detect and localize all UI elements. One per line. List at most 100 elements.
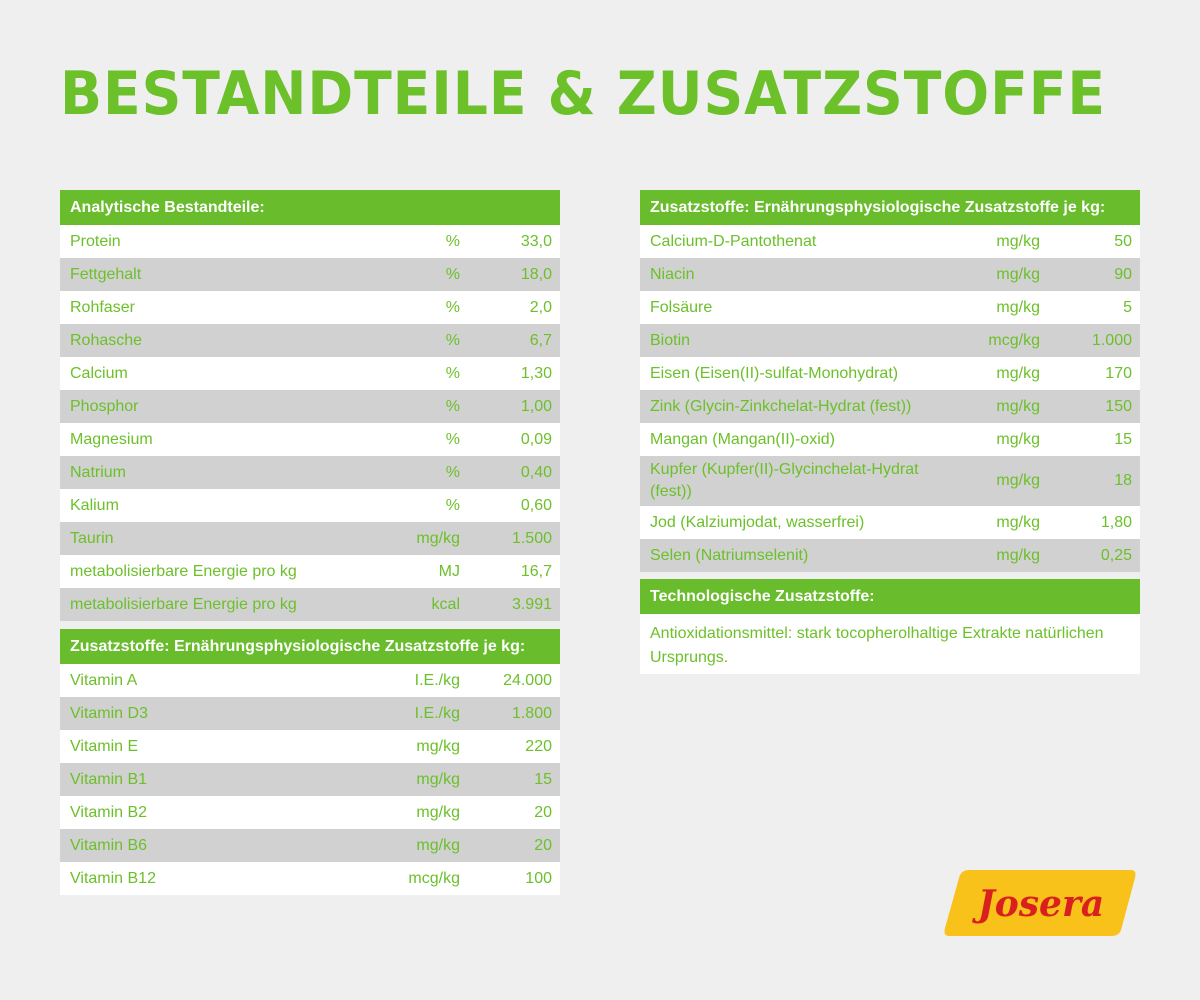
row-unit: mg/kg — [996, 364, 1040, 382]
row-name: Protein — [70, 232, 121, 250]
technological-table-header: Technologische Zusatzstoffe: — [640, 579, 1140, 614]
table-row: metabolisierbare Energie pro kg kcal 3.991 — [60, 588, 560, 621]
row-name: Biotin — [650, 331, 691, 349]
table-row: Zink (Glycin-Zinkchelat-Hydrat (fest)) mg… — [640, 390, 1140, 423]
row-value: 18 — [1114, 472, 1132, 489]
table-row: Calcium-D-Pantothenat mg/kg 50 — [640, 225, 1140, 258]
row-unit: kcal — [431, 595, 460, 613]
table-row: Taurin mg/kg 1.500 — [60, 522, 560, 555]
nutritional-table-header: Zusatzstoffe: Ernährungsphysiologische Z… — [640, 190, 1140, 225]
table-row: Jod (Kalziumjodat, wasserfrei) mg/kg 1,80 — [640, 506, 1140, 539]
table-row: Vitamin E mg/kg 220 — [60, 730, 560, 763]
row-name: Zink (Glycin-Zinkchelat-Hydrat (fest)) — [650, 397, 912, 415]
technological-text: Antioxidationsmittel: stark tocopherolha… — [640, 614, 1140, 674]
row-value: 1.800 — [511, 704, 552, 722]
row-name: Vitamin B6 — [70, 836, 148, 854]
table-row: Vitamin A I.E./kg 24.000 — [60, 664, 560, 697]
row-name: Vitamin D3 — [70, 704, 148, 722]
table-row: Vitamin D3 I.E./kg 1.800 — [60, 697, 560, 730]
table-row: Vitamin B2 mg/kg 20 — [60, 796, 560, 829]
row-name: Taurin — [70, 529, 114, 547]
row-value: 50 — [1114, 232, 1132, 250]
table-row: Kupfer (Kupfer(II)-Glycinchelat-Hydrat (… — [640, 456, 1140, 506]
row-name: Eisen (Eisen(II)-sulfat-Monohydrat) — [650, 364, 899, 382]
row-name: metabolisierbare Energie pro kg — [70, 562, 297, 580]
row-unit: % — [445, 265, 460, 283]
row-unit: mcg/kg — [988, 331, 1040, 349]
row-unit: mg/kg — [416, 836, 460, 854]
row-unit: mg/kg — [996, 298, 1040, 316]
vitamins-table: Zusatzstoffe: Ernährungsphysiologische Z… — [60, 629, 560, 895]
row-value: 16,7 — [520, 562, 552, 580]
row-value: 1.000 — [1091, 331, 1132, 349]
row-name: Calcium — [70, 364, 128, 382]
table-row: Protein% 33,0 — [60, 225, 560, 258]
nutritional-rows: Calcium-D-Pantothenat mg/kg 50 Niacin mg/kg 9… — [640, 225, 1140, 572]
row-name: Selen (Natriumselenit) — [650, 546, 809, 564]
table-row: Phosphor% 1,00 — [60, 390, 560, 423]
vitamins-table-header: Zusatzstoffe: Ernährungsphysiologische Z… — [60, 629, 560, 664]
row-value: 170 — [1105, 364, 1132, 382]
row-value: 5 — [1123, 298, 1132, 316]
row-name: Phosphor — [70, 397, 139, 415]
analytic-rows: Protein% 33,0 Fettgehalt% 18,0 Rohfaser% 2,0 R… — [60, 225, 560, 621]
row-name: Magnesium — [70, 430, 153, 448]
row-name: Calcium-D-Pantothenat — [650, 232, 817, 250]
table-row: Natrium% 0,40 — [60, 456, 560, 489]
row-name: Natrium — [70, 463, 127, 481]
row-value: 150 — [1105, 397, 1132, 415]
technological-table: Technologische Zusatzstoffe: Antioxidati… — [640, 579, 1140, 674]
row-unit: mg/kg — [996, 232, 1040, 250]
logo-wordmark: Josera — [972, 883, 1105, 925]
row-value: 2,0 — [529, 298, 552, 316]
table-row: Biotin mcg/kg 1.000 — [640, 324, 1140, 357]
row-value: 1,00 — [520, 397, 552, 415]
row-value: 15 — [1114, 430, 1132, 448]
row-unit: I.E./kg — [414, 671, 460, 689]
table-row: Rohfaser% 2,0 — [60, 291, 560, 324]
table-row: Niacin mg/kg 90 — [640, 258, 1140, 291]
row-name: Kupfer (Kupfer(II)-Glycinchelat-Hydrat (… — [650, 461, 919, 500]
row-name: Mangan (Mangan(II)-oxid) — [650, 430, 835, 448]
row-unit: % — [445, 364, 460, 382]
table-row: Vitamin B1 mg/kg 15 — [60, 763, 560, 796]
page-title: Bestandteile & Zusatzstoffe — [60, 59, 1107, 129]
row-value: 18,0 — [520, 265, 552, 283]
row-name: Vitamin B12 — [70, 869, 156, 887]
row-unit: % — [445, 496, 460, 514]
row-name: Vitamin E — [70, 737, 139, 755]
table-row: metabolisierbare Energie pro kg MJ 16,7 — [60, 555, 560, 588]
row-value: 20 — [534, 836, 552, 854]
table-row: Folsäure mg/kg 5 — [640, 291, 1140, 324]
table-row: Eisen (Eisen(II)-sulfat-Monohydrat) mg/kg… — [640, 357, 1140, 390]
row-unit: % — [445, 298, 460, 316]
row-value: 220 — [525, 737, 552, 755]
row-value: 0,40 — [520, 463, 552, 481]
row-unit: mg/kg — [996, 546, 1040, 564]
row-value: 15 — [534, 770, 552, 788]
row-value: 0,09 — [520, 430, 552, 448]
row-value: 0,25 — [1100, 546, 1132, 564]
row-value: 6,7 — [529, 331, 552, 349]
row-unit: I.E./kg — [414, 704, 460, 722]
table-row: Vitamin B6 mg/kg 20 — [60, 829, 560, 862]
row-value: 20 — [534, 803, 552, 821]
row-value: 0,60 — [520, 496, 552, 514]
table-row: Selen (Natriumselenit) mg/kg 0,25 — [640, 539, 1140, 572]
row-name: Fettgehalt — [70, 265, 142, 283]
row-name: Rohasche — [70, 331, 143, 349]
row-value: 3.991 — [511, 595, 552, 613]
row-name: Jod (Kalziumjodat, wasserfrei) — [650, 513, 865, 531]
row-unit: mg/kg — [416, 803, 460, 821]
row-unit: mg/kg — [996, 513, 1040, 531]
row-value: 1,30 — [520, 364, 552, 382]
analytic-table: Analytische Bestandteile: Protein% 33,0 Fe… — [60, 190, 560, 621]
row-value: 1,80 — [1100, 513, 1132, 531]
table-row: Magnesium% 0,09 — [60, 423, 560, 456]
row-unit: mg/kg — [996, 265, 1040, 283]
row-name: Vitamin A — [70, 671, 138, 689]
analytic-table-header: Analytische Bestandteile: — [60, 190, 560, 225]
row-value: 33,0 — [520, 232, 552, 250]
table-row: Fettgehalt% 18,0 — [60, 258, 560, 291]
row-value: 90 — [1114, 265, 1132, 283]
